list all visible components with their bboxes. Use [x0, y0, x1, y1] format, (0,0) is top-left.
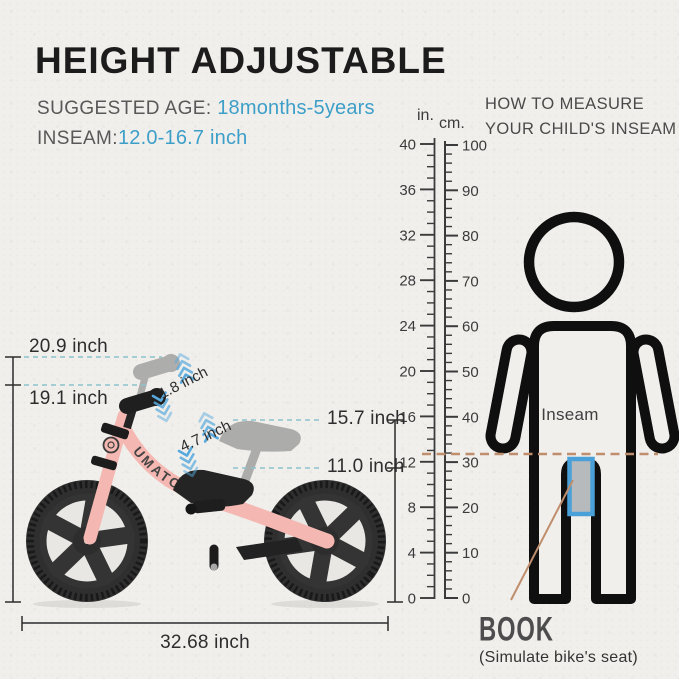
cm-tick-label: 50 [462, 364, 479, 381]
handlebar-min-height-label: 19.1 inch [29, 388, 108, 409]
inch-tick-label: 32 [399, 227, 416, 244]
frame-clamp [90, 455, 118, 471]
book-label: BOOK [479, 610, 554, 648]
suggested-age-value: 18months-5years [217, 97, 375, 119]
figure-right-arm [628, 334, 679, 454]
cm-tick-label: 70 [462, 273, 479, 290]
head-badge-mark [107, 441, 115, 449]
inseam-range-line: INSEAM:12.0-16.7 inch [37, 127, 248, 150]
left-dimension-line [5, 356, 21, 603]
inseam-text-label: Inseam [541, 405, 599, 424]
cm-tick-label: 20 [462, 500, 479, 517]
length-dimension-line [21, 616, 389, 631]
right-dimension-line [387, 419, 403, 603]
footrest [236, 538, 303, 560]
cm-tick-label: 60 [462, 319, 479, 336]
figure-head [523, 211, 625, 313]
ruler-cm-unit-label: cm. [439, 115, 465, 132]
inch-tick-label: 16 [399, 409, 416, 426]
total-length-label: 32.68 inch [160, 632, 250, 653]
seat-max-height-label: 15.7 inch [327, 408, 406, 429]
inch-tick-label: 4 [408, 545, 416, 562]
cm-tick-label: 10 [462, 545, 479, 562]
measuring-ruler: in. cm. 40363228242016128401009080706050… [399, 107, 487, 608]
howto-line1: HOW TO MEASURE [485, 95, 645, 113]
howto-heading: HOW TO MEASURE YOUR CHILD'S INSEAM [485, 92, 676, 142]
figure-left-arm [485, 334, 537, 454]
inch-tick-label: 12 [399, 454, 416, 471]
inch-tick-label: 24 [399, 318, 416, 335]
suggested-age-line: SUGGESTED AGE: 18months-5years [37, 97, 375, 120]
ruler-inch-unit-label: in. [417, 107, 434, 124]
inseam-label: INSEAM: [37, 128, 118, 149]
suggested-age-label: SUGGESTED AGE: [37, 98, 212, 119]
handlebar-clamp [100, 422, 130, 440]
inch-tick-label: 0 [408, 591, 416, 608]
bike-seat [173, 469, 254, 507]
book-illustration [567, 456, 595, 517]
cm-tick-label: 0 [462, 591, 470, 608]
cm-tick-label: 80 [462, 228, 479, 245]
inseam-value: 12.0-16.7 inch [117, 127, 248, 149]
seat-min-height-label: 11.0 inch [327, 456, 405, 477]
ruler-ticks: 4036322824201612840100908070605040302010… [399, 137, 487, 608]
head-badge [102, 436, 120, 454]
inch-tick-label: 8 [408, 500, 416, 517]
cm-tick-label: 100 [462, 138, 487, 155]
inch-tick-label: 40 [399, 137, 416, 154]
child-figure: Inseam [485, 211, 679, 604]
inch-tick-label: 36 [399, 182, 416, 199]
inch-tick-label: 20 [399, 364, 416, 381]
page-title: HEIGHT ADJUSTABLE [35, 40, 447, 81]
seat-clamp [185, 498, 226, 515]
front-wheel-shadow [33, 600, 141, 608]
inch-tick-label: 28 [399, 273, 416, 290]
measurement-dashed-lines [24, 356, 323, 469]
book-pointer-line [510, 479, 574, 601]
frame-peg [209, 544, 219, 571]
handlebar-max-height-label: 20.9 inch [29, 336, 108, 357]
cm-tick-label: 30 [462, 455, 479, 472]
cm-tick-label: 40 [462, 409, 479, 426]
cm-tick-label: 90 [462, 183, 479, 200]
howto-line2: YOUR CHILD'S INSEAM [485, 120, 677, 138]
rear-wheel-shadow [271, 600, 379, 608]
book-caption: (Simulate bike's seat) [479, 649, 639, 666]
